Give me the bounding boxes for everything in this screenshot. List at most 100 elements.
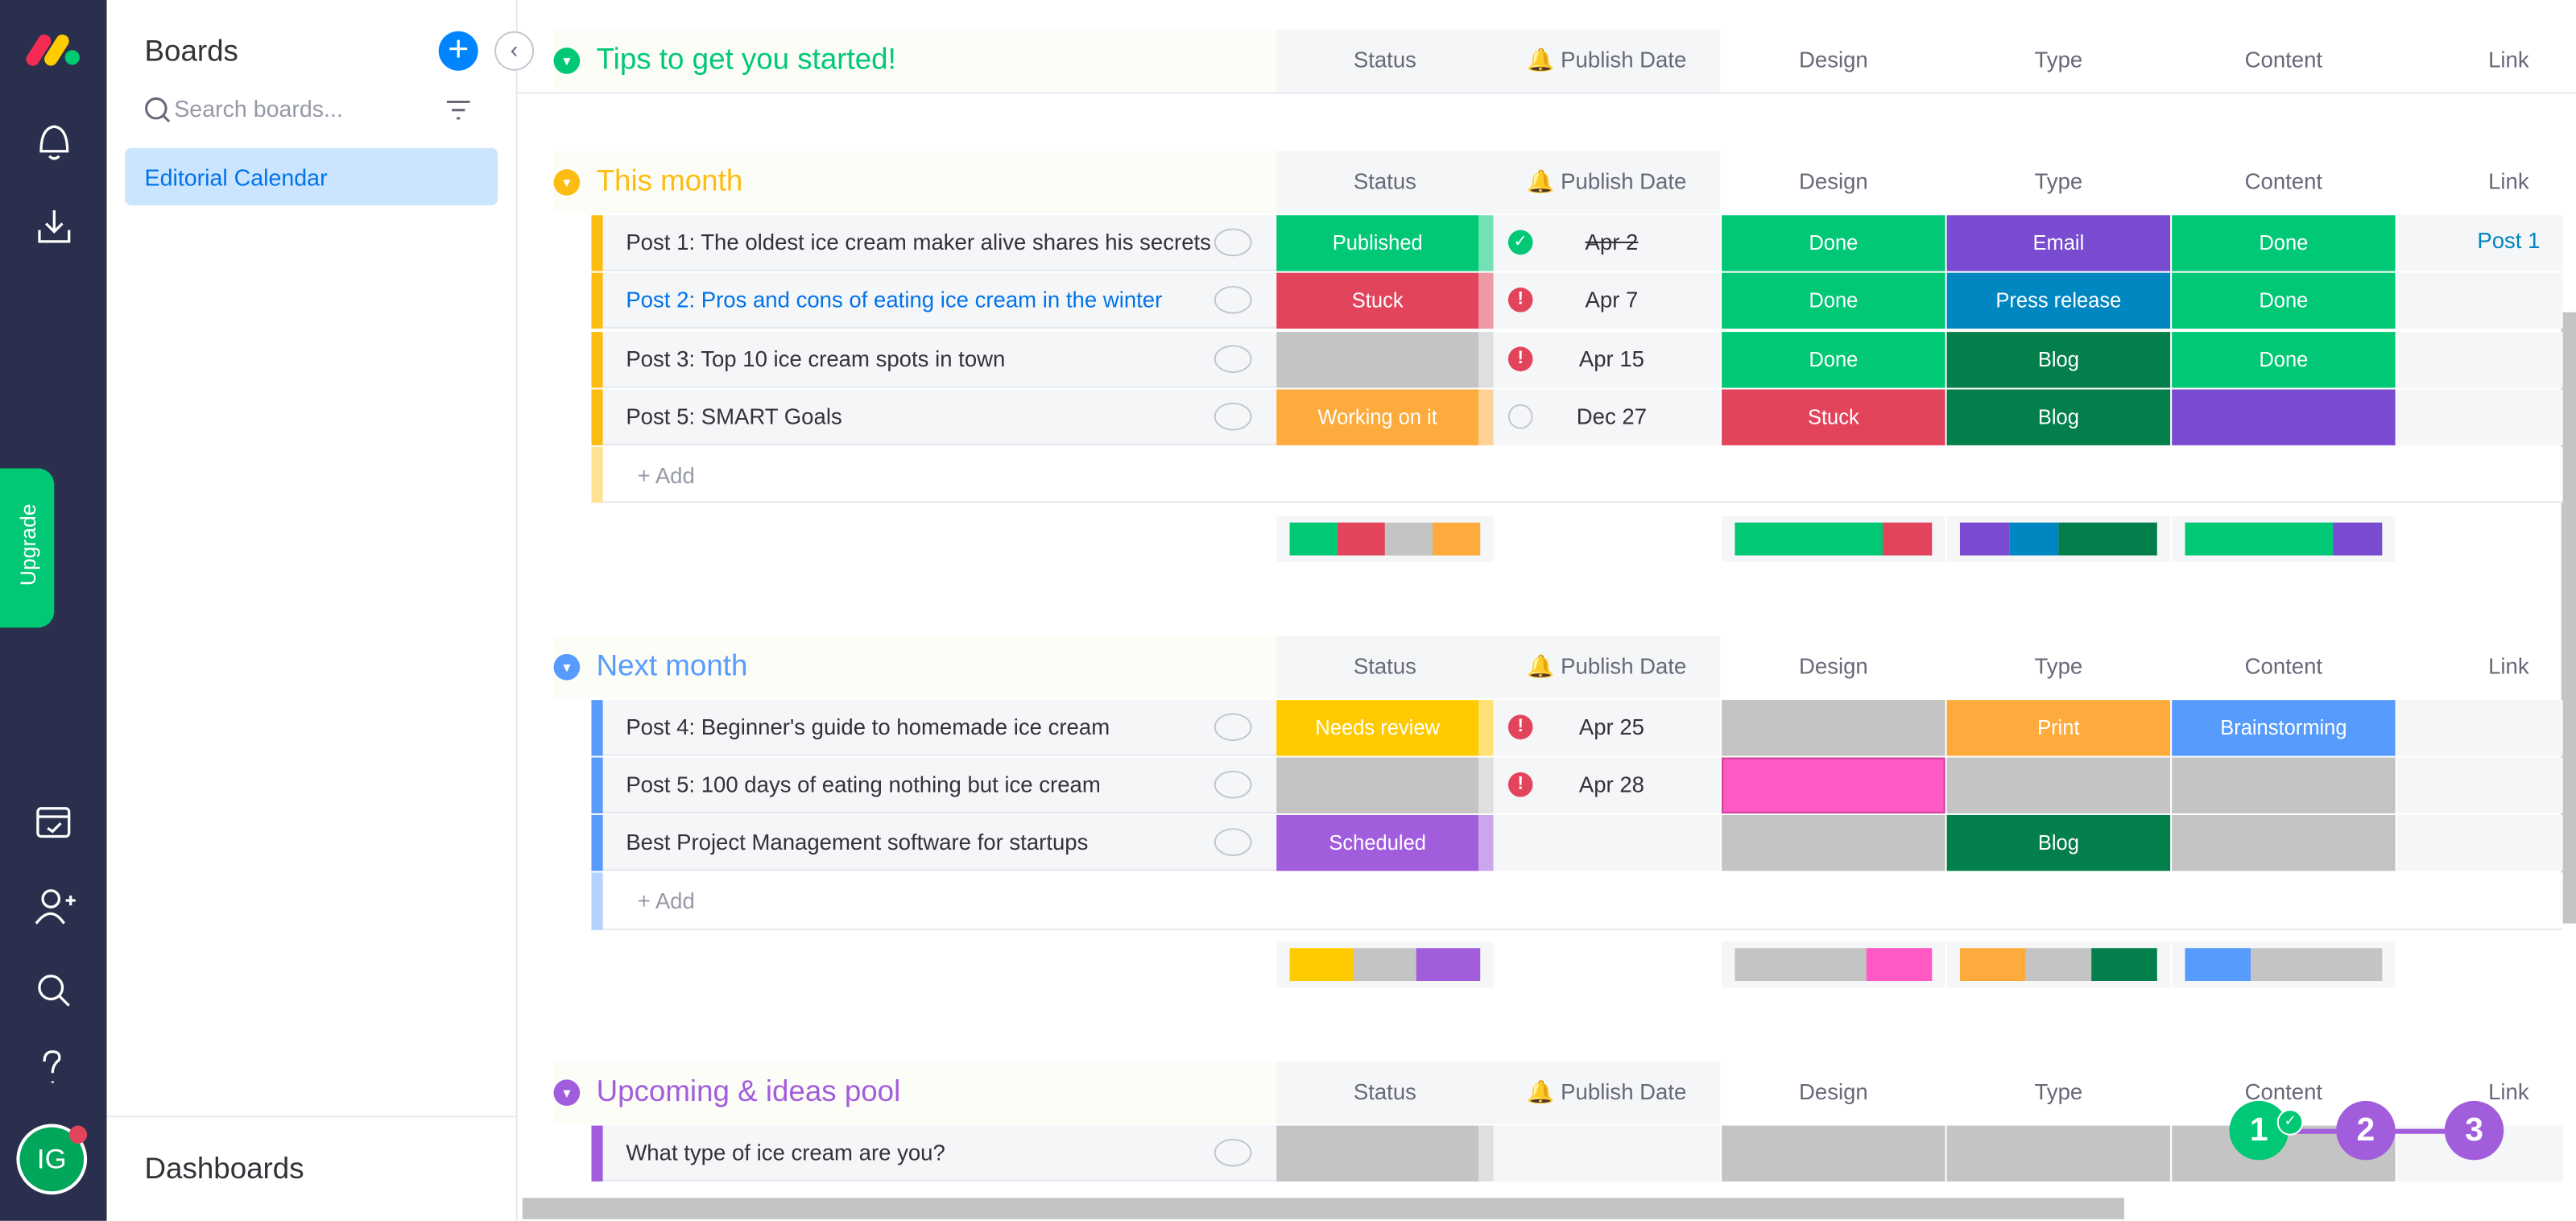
content-cell[interactable]: Done xyxy=(2172,273,2396,329)
content-cell[interactable] xyxy=(2172,757,2396,813)
type-cell[interactable] xyxy=(1946,757,2171,813)
comment-icon[interactable] xyxy=(1214,828,1252,857)
column-header: Type xyxy=(2034,652,2083,678)
design-cell[interactable]: Stuck xyxy=(1722,389,1945,445)
row-bg xyxy=(602,273,1277,329)
link[interactable]: Post 1 xyxy=(2477,228,2541,254)
group-toggle[interactable]: ▾ xyxy=(553,652,581,680)
status-cell[interactable] xyxy=(1276,331,1479,387)
status-cell[interactable]: Published xyxy=(1276,215,1479,271)
dashboards-link[interactable]: Dashboards xyxy=(144,1152,304,1185)
add-row[interactable] xyxy=(602,447,2563,504)
status-cell[interactable] xyxy=(1276,757,1479,813)
item-name[interactable]: Post 2: Pros and cons of eating ice crea… xyxy=(626,288,1163,313)
row-bg xyxy=(602,331,1277,387)
group-toggle[interactable]: ▾ xyxy=(553,169,581,196)
nav-icons[interactable] xyxy=(33,118,76,267)
add-row[interactable] xyxy=(602,873,2563,930)
publish-date[interactable]: Apr 28 xyxy=(1578,772,1645,797)
row-bg xyxy=(602,699,1277,755)
comment-icon[interactable] xyxy=(1214,286,1252,315)
publish-date[interactable]: Apr 7 xyxy=(1585,288,1639,313)
column-header: Content xyxy=(2244,1078,2323,1104)
step[interactable]: 1 xyxy=(2229,1100,2289,1161)
design-cell[interactable] xyxy=(1722,1124,1945,1182)
item-name[interactable]: Post 4: Beginner's guide to homemade ice… xyxy=(626,714,1110,739)
type-cell[interactable] xyxy=(1946,1124,2171,1182)
add-label[interactable]: + Add xyxy=(637,889,695,915)
status-cell[interactable]: Working on it xyxy=(1276,389,1479,445)
publish-date[interactable]: Dec 27 xyxy=(1576,404,1648,429)
date-icon xyxy=(1507,404,1533,429)
design-cell[interactable]: Done xyxy=(1722,215,1945,271)
v-scrollbar[interactable] xyxy=(2561,312,2576,924)
group-title[interactable]: This month xyxy=(596,164,743,197)
collapse-button[interactable]: ‹ xyxy=(494,31,535,71)
type-cell[interactable]: Press release xyxy=(1946,273,2171,329)
search-input[interactable]: Search boards... xyxy=(174,95,343,122)
date-icon: ! xyxy=(1507,288,1533,313)
status-cell[interactable]: Needs review xyxy=(1276,699,1479,755)
column-header: 🔔 Publish Date xyxy=(1527,1078,1687,1104)
status-cell[interactable]: Scheduled xyxy=(1276,815,1479,871)
status-cell[interactable]: Stuck xyxy=(1276,273,1479,329)
board-item[interactable]: Editorial Calendar xyxy=(125,147,498,206)
link-bg xyxy=(2396,389,2563,445)
publish-date[interactable]: Apr 2 xyxy=(1585,230,1639,255)
group-title[interactable]: Tips to get you started! xyxy=(596,43,896,76)
comment-icon[interactable] xyxy=(1214,712,1252,741)
h-scrollbar[interactable] xyxy=(522,1198,2124,1219)
item-name[interactable]: Post 5: SMART Goals xyxy=(626,404,842,429)
group-toggle[interactable]: ▾ xyxy=(553,48,581,74)
step[interactable]: 2 xyxy=(2336,1100,2396,1161)
summary-segment xyxy=(2091,947,2157,981)
filter-icon[interactable] xyxy=(445,98,472,122)
type-cell[interactable]: Blog xyxy=(1946,389,2171,445)
add-board[interactable]: + xyxy=(438,31,478,71)
item-name[interactable]: Post 3: Top 10 ice cream spots in town xyxy=(626,346,1006,371)
upgrade-button[interactable]: Upgrade xyxy=(0,468,55,628)
comment-icon[interactable] xyxy=(1214,1138,1252,1166)
link-bg xyxy=(2396,757,2563,813)
type-cell[interactable]: Blog xyxy=(1946,815,2171,871)
design-cell[interactable] xyxy=(1722,815,1945,871)
comment-icon[interactable] xyxy=(1214,770,1252,799)
type-cell[interactable]: Print xyxy=(1946,699,2171,755)
design-cell[interactable] xyxy=(1722,757,1945,813)
content-cell[interactable] xyxy=(2172,389,2396,445)
logo xyxy=(26,34,80,66)
content-cell[interactable] xyxy=(2172,815,2396,871)
comment-icon[interactable] xyxy=(1214,228,1252,257)
publish-date[interactable]: Apr 15 xyxy=(1578,346,1645,371)
summary-segment xyxy=(1353,947,1417,981)
design-cell[interactable]: Done xyxy=(1722,273,1945,329)
comment-icon[interactable] xyxy=(1214,344,1252,373)
item-name[interactable]: Post 5: 100 days of eating nothing but i… xyxy=(626,772,1101,797)
add-label[interactable]: + Add xyxy=(637,463,695,489)
type-cell[interactable]: Blog xyxy=(1946,331,2171,387)
upgrade-label: Upgrade xyxy=(15,503,40,586)
group-title[interactable]: Next month xyxy=(596,648,748,681)
group-toggle[interactable]: ▾ xyxy=(553,1078,581,1106)
type-cell[interactable]: Email xyxy=(1946,215,2171,271)
content-cell[interactable]: Done xyxy=(2172,215,2396,271)
comment-icon[interactable] xyxy=(1214,402,1252,431)
summary-segment xyxy=(2185,521,2334,555)
design-cell[interactable] xyxy=(1722,699,1945,755)
step[interactable]: 3 xyxy=(2444,1100,2504,1161)
column-header: Status xyxy=(1353,48,1416,72)
nav-icons-bottom[interactable] xyxy=(33,802,76,1098)
status-cell[interactable] xyxy=(1276,1124,1479,1182)
item-name[interactable]: Post 1: The oldest ice cream maker alive… xyxy=(626,230,1211,255)
search-icon xyxy=(145,97,171,123)
status-corner xyxy=(1478,699,1494,755)
design-cell[interactable]: Done xyxy=(1722,331,1945,387)
content-cell[interactable]: Done xyxy=(2172,331,2396,387)
content-cell[interactable]: Brainstorming xyxy=(2172,699,2396,755)
publish-date[interactable]: Apr 25 xyxy=(1578,714,1645,739)
item-name[interactable]: Best Project Management software for sta… xyxy=(626,830,1089,855)
group-title[interactable]: Upcoming & ideas pool xyxy=(596,1074,901,1107)
group-header-bg xyxy=(553,151,1277,214)
item-name[interactable]: What type of ice cream are you? xyxy=(626,1140,945,1165)
